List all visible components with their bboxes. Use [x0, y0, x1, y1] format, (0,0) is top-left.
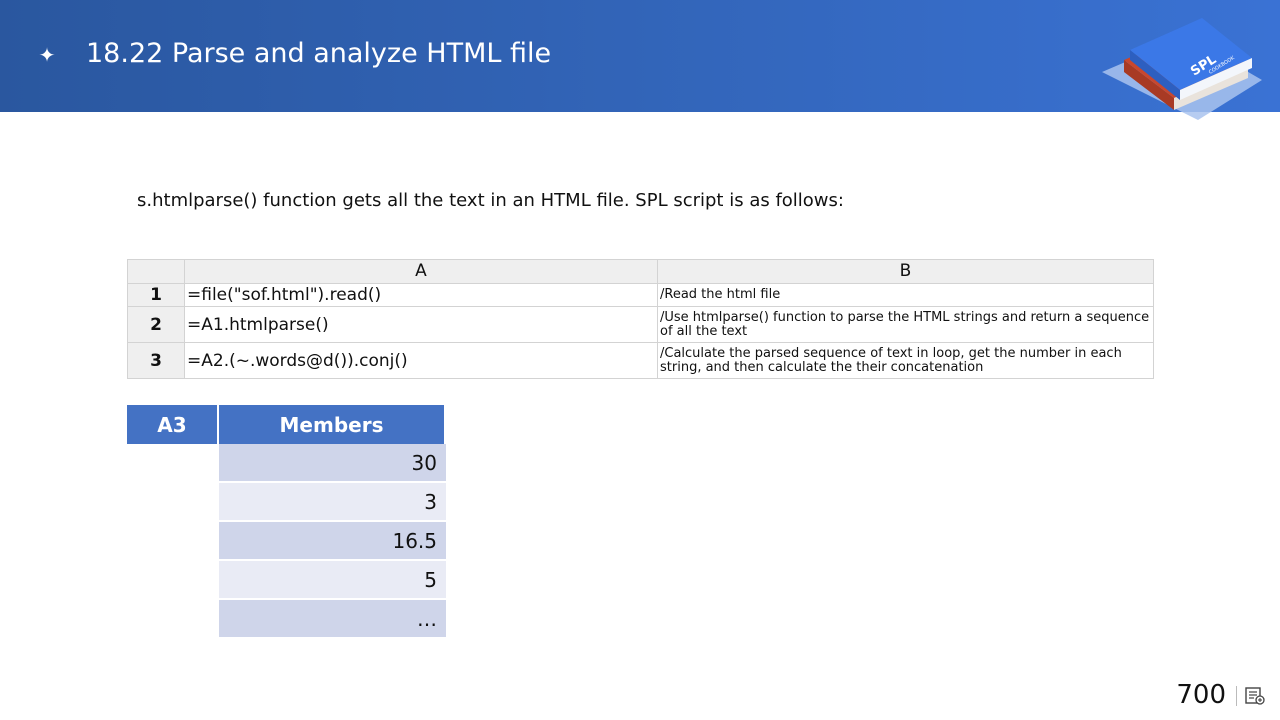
- note-cell: /Read the html file: [657, 283, 1154, 307]
- spl-script-table: A B 1 =file("sof.html").read() /Read the…: [127, 259, 1154, 379]
- page-title: 18.22 Parse and analyze HTML file: [86, 38, 552, 69]
- result-table: A3 Members 30 3 16.5 5 …: [127, 405, 446, 639]
- note-cell: /Use htmlparse() function to parse the H…: [657, 306, 1154, 343]
- sparkle-icon: ✦: [38, 43, 56, 67]
- result-row: 5: [127, 561, 446, 600]
- footer-divider: [1236, 686, 1237, 706]
- column-header-a: A: [184, 259, 658, 284]
- script-row: 3 =A2.(~.words@d()).conj() /Calculate th…: [127, 342, 1154, 379]
- code-cell: =A2.(~.words@d()).conj(): [184, 342, 658, 379]
- result-row: …: [127, 600, 446, 639]
- intro-text: s.htmlparse() function gets all the text…: [137, 190, 844, 211]
- row-number: 3: [127, 342, 185, 379]
- script-row: 1 =file("sof.html").read() /Read the htm…: [127, 283, 1154, 307]
- code-cell: =A1.htmlparse(): [184, 306, 658, 343]
- result-value: 30: [219, 444, 446, 483]
- script-row: 2 =A1.htmlparse() /Use htmlparse() funct…: [127, 306, 1154, 343]
- column-header-b: B: [657, 259, 1154, 284]
- row-number: 2: [127, 306, 185, 343]
- result-value: 3: [219, 483, 446, 522]
- slide-notes-icon[interactable]: [1244, 686, 1266, 706]
- cell-label-header: A3: [127, 405, 219, 444]
- blank-cell: [127, 522, 219, 561]
- blank-cell: [127, 483, 219, 522]
- corner-cell: [127, 259, 185, 284]
- title-bar: ✦ 18.22 Parse and analyze HTML file SPL …: [0, 0, 1280, 120]
- result-value: …: [219, 600, 446, 639]
- page-number: 700: [1176, 680, 1226, 710]
- note-cell: /Calculate the parsed sequence of text i…: [657, 342, 1154, 379]
- result-row: 30: [127, 444, 446, 483]
- result-value: 16.5: [219, 522, 446, 561]
- blank-cell: [127, 444, 219, 483]
- code-cell: =file("sof.html").read(): [184, 283, 658, 307]
- blank-cell: [127, 600, 219, 639]
- result-row: 3: [127, 483, 446, 522]
- result-value: 5: [219, 561, 446, 600]
- blank-cell: [127, 561, 219, 600]
- spl-cookbook-logo: SPL COOKBOOK: [1102, 18, 1262, 120]
- members-header: Members: [219, 405, 446, 444]
- row-number: 1: [127, 283, 185, 307]
- result-row: 16.5: [127, 522, 446, 561]
